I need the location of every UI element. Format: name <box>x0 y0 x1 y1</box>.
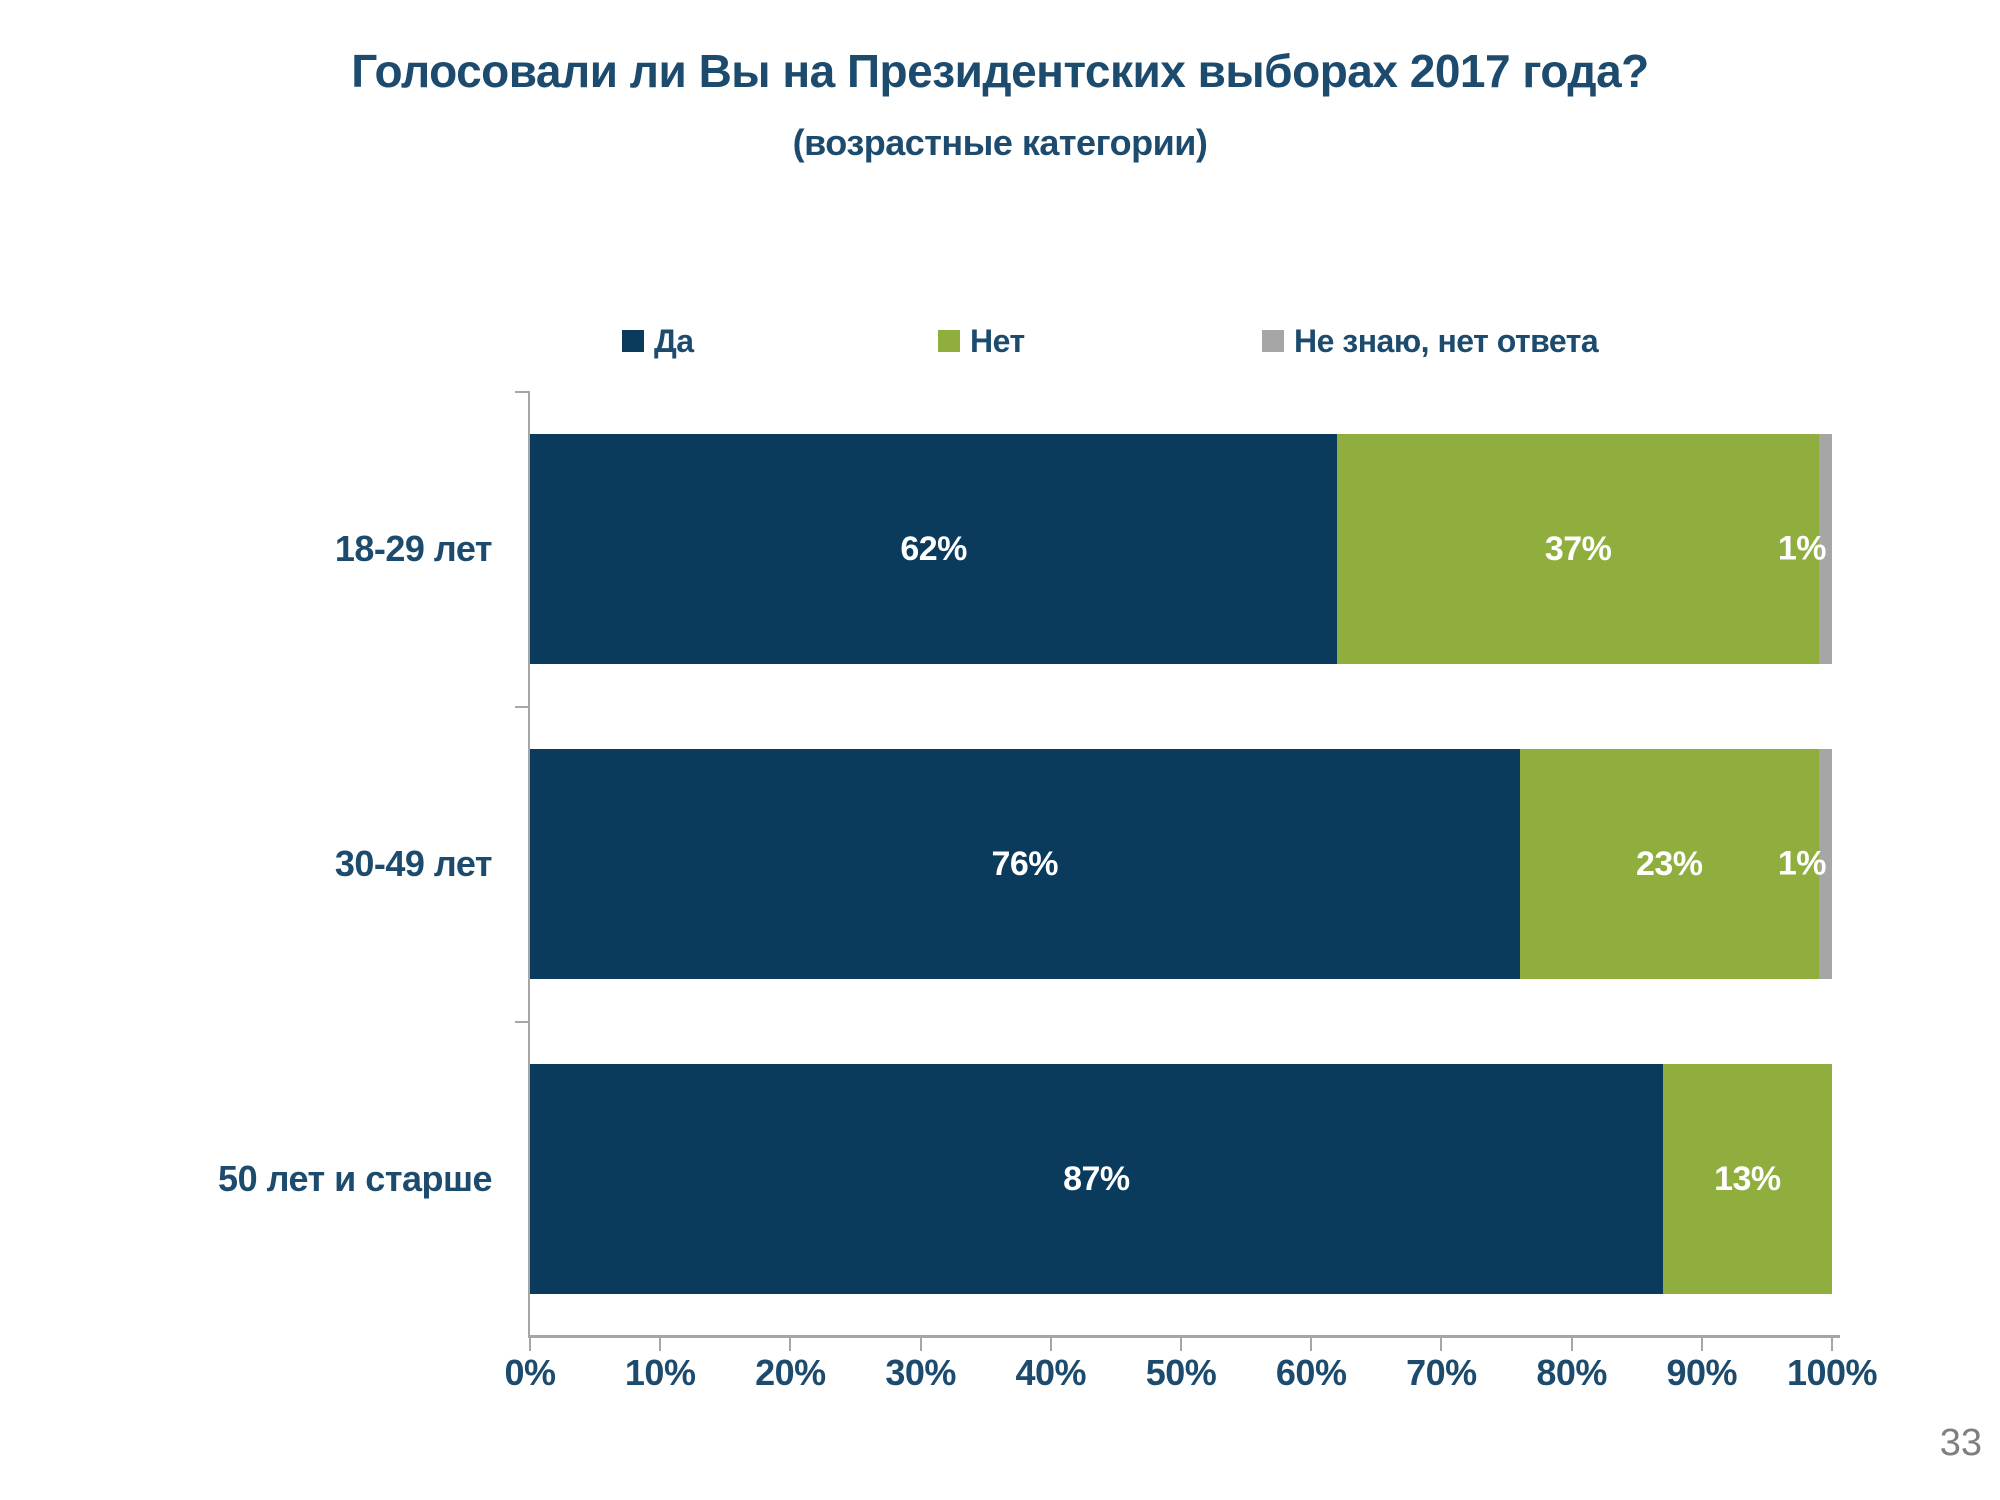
bar-segment: 23% <box>1519 749 1819 979</box>
bar-segment: 76% <box>530 749 1520 979</box>
y-axis-line <box>528 391 530 1336</box>
x-axis-tick <box>919 1338 922 1351</box>
legend-swatch-noanswer-icon <box>1262 330 1284 352</box>
x-axis-tick <box>1570 1338 1573 1351</box>
legend-label-noanswer: Не знаю, нет ответа <box>1294 322 1599 359</box>
x-axis-tick <box>1700 1338 1703 1351</box>
x-axis-line <box>528 1335 1840 1338</box>
legend-label-yes: Да <box>654 322 694 359</box>
bar-value-label: 87% <box>1063 1159 1130 1198</box>
bar-row: 87% 13% <box>530 1064 1832 1294</box>
category-boundary-tick <box>515 706 528 708</box>
category-label: 30-49 лет <box>334 843 493 884</box>
bar-value-label: 1% <box>1777 529 1827 568</box>
bar-row: 62% 37% 1% <box>530 434 1832 664</box>
x-axis-tick <box>1049 1338 1052 1351</box>
x-tick-label: 30% <box>885 1352 956 1393</box>
bar-segment: 13% <box>1662 1064 1832 1294</box>
x-axis-tick <box>789 1338 792 1351</box>
bar-segment: 87% <box>530 1064 1663 1294</box>
bar-value-label: 23% <box>1635 844 1703 883</box>
bar-segment <box>1818 434 1832 664</box>
category-label: 18-29 лет <box>334 528 493 569</box>
category-label: 50 лет и старше <box>218 1158 492 1199</box>
x-tick-label: 70% <box>1406 1352 1477 1393</box>
x-tick-label: 80% <box>1536 1352 1607 1393</box>
bar-value-label: 1% <box>1777 844 1827 883</box>
page-number: 33 <box>1939 1422 1982 1464</box>
x-tick-label: 40% <box>1015 1352 1087 1393</box>
x-tick-label: 50% <box>1145 1352 1217 1393</box>
x-axis-tick <box>1440 1338 1443 1351</box>
x-axis-tick <box>659 1338 662 1351</box>
x-tick-label: 20% <box>755 1352 826 1393</box>
legend-label-no: Нет <box>970 322 1025 359</box>
category-boundary-tick <box>515 1021 528 1023</box>
x-axis-tick <box>1180 1338 1182 1351</box>
bar-value-label: 13% <box>1714 1159 1781 1198</box>
legend-swatch-yes-icon <box>622 330 644 352</box>
x-tick-label: 0% <box>504 1352 556 1393</box>
legend-item-noanswer: Не знаю, нет ответа <box>1262 323 1599 359</box>
x-tick-label: 100% <box>1786 1352 1878 1393</box>
bar-segment <box>1818 749 1832 979</box>
bar-value-label: 37% <box>1544 529 1612 568</box>
bar-value-label: 62% <box>900 529 967 568</box>
x-tick-label: 60% <box>1275 1352 1347 1393</box>
x-tick-label: 10% <box>624 1352 696 1393</box>
category-boundary-tick <box>515 391 528 393</box>
legend-swatch-no-icon <box>938 330 960 352</box>
bar-value-label: 76% <box>991 844 1059 883</box>
x-tick-label: 90% <box>1666 1352 1738 1393</box>
bar-segment: 37% <box>1337 434 1819 664</box>
x-axis-tick <box>1831 1338 1833 1351</box>
chart-subtitle: (возрастные категории) <box>792 122 1208 163</box>
legend-item-yes: Да <box>622 323 694 359</box>
x-axis-tick <box>529 1338 531 1351</box>
chart-title: Голосовали ли Вы на Президентских выбора… <box>351 45 1649 97</box>
legend-item-no: Нет <box>938 323 1025 359</box>
bar-row: 76% 23% 1% <box>530 749 1832 979</box>
bar-segment: 62% <box>530 434 1338 664</box>
x-axis-tick <box>1310 1338 1313 1351</box>
